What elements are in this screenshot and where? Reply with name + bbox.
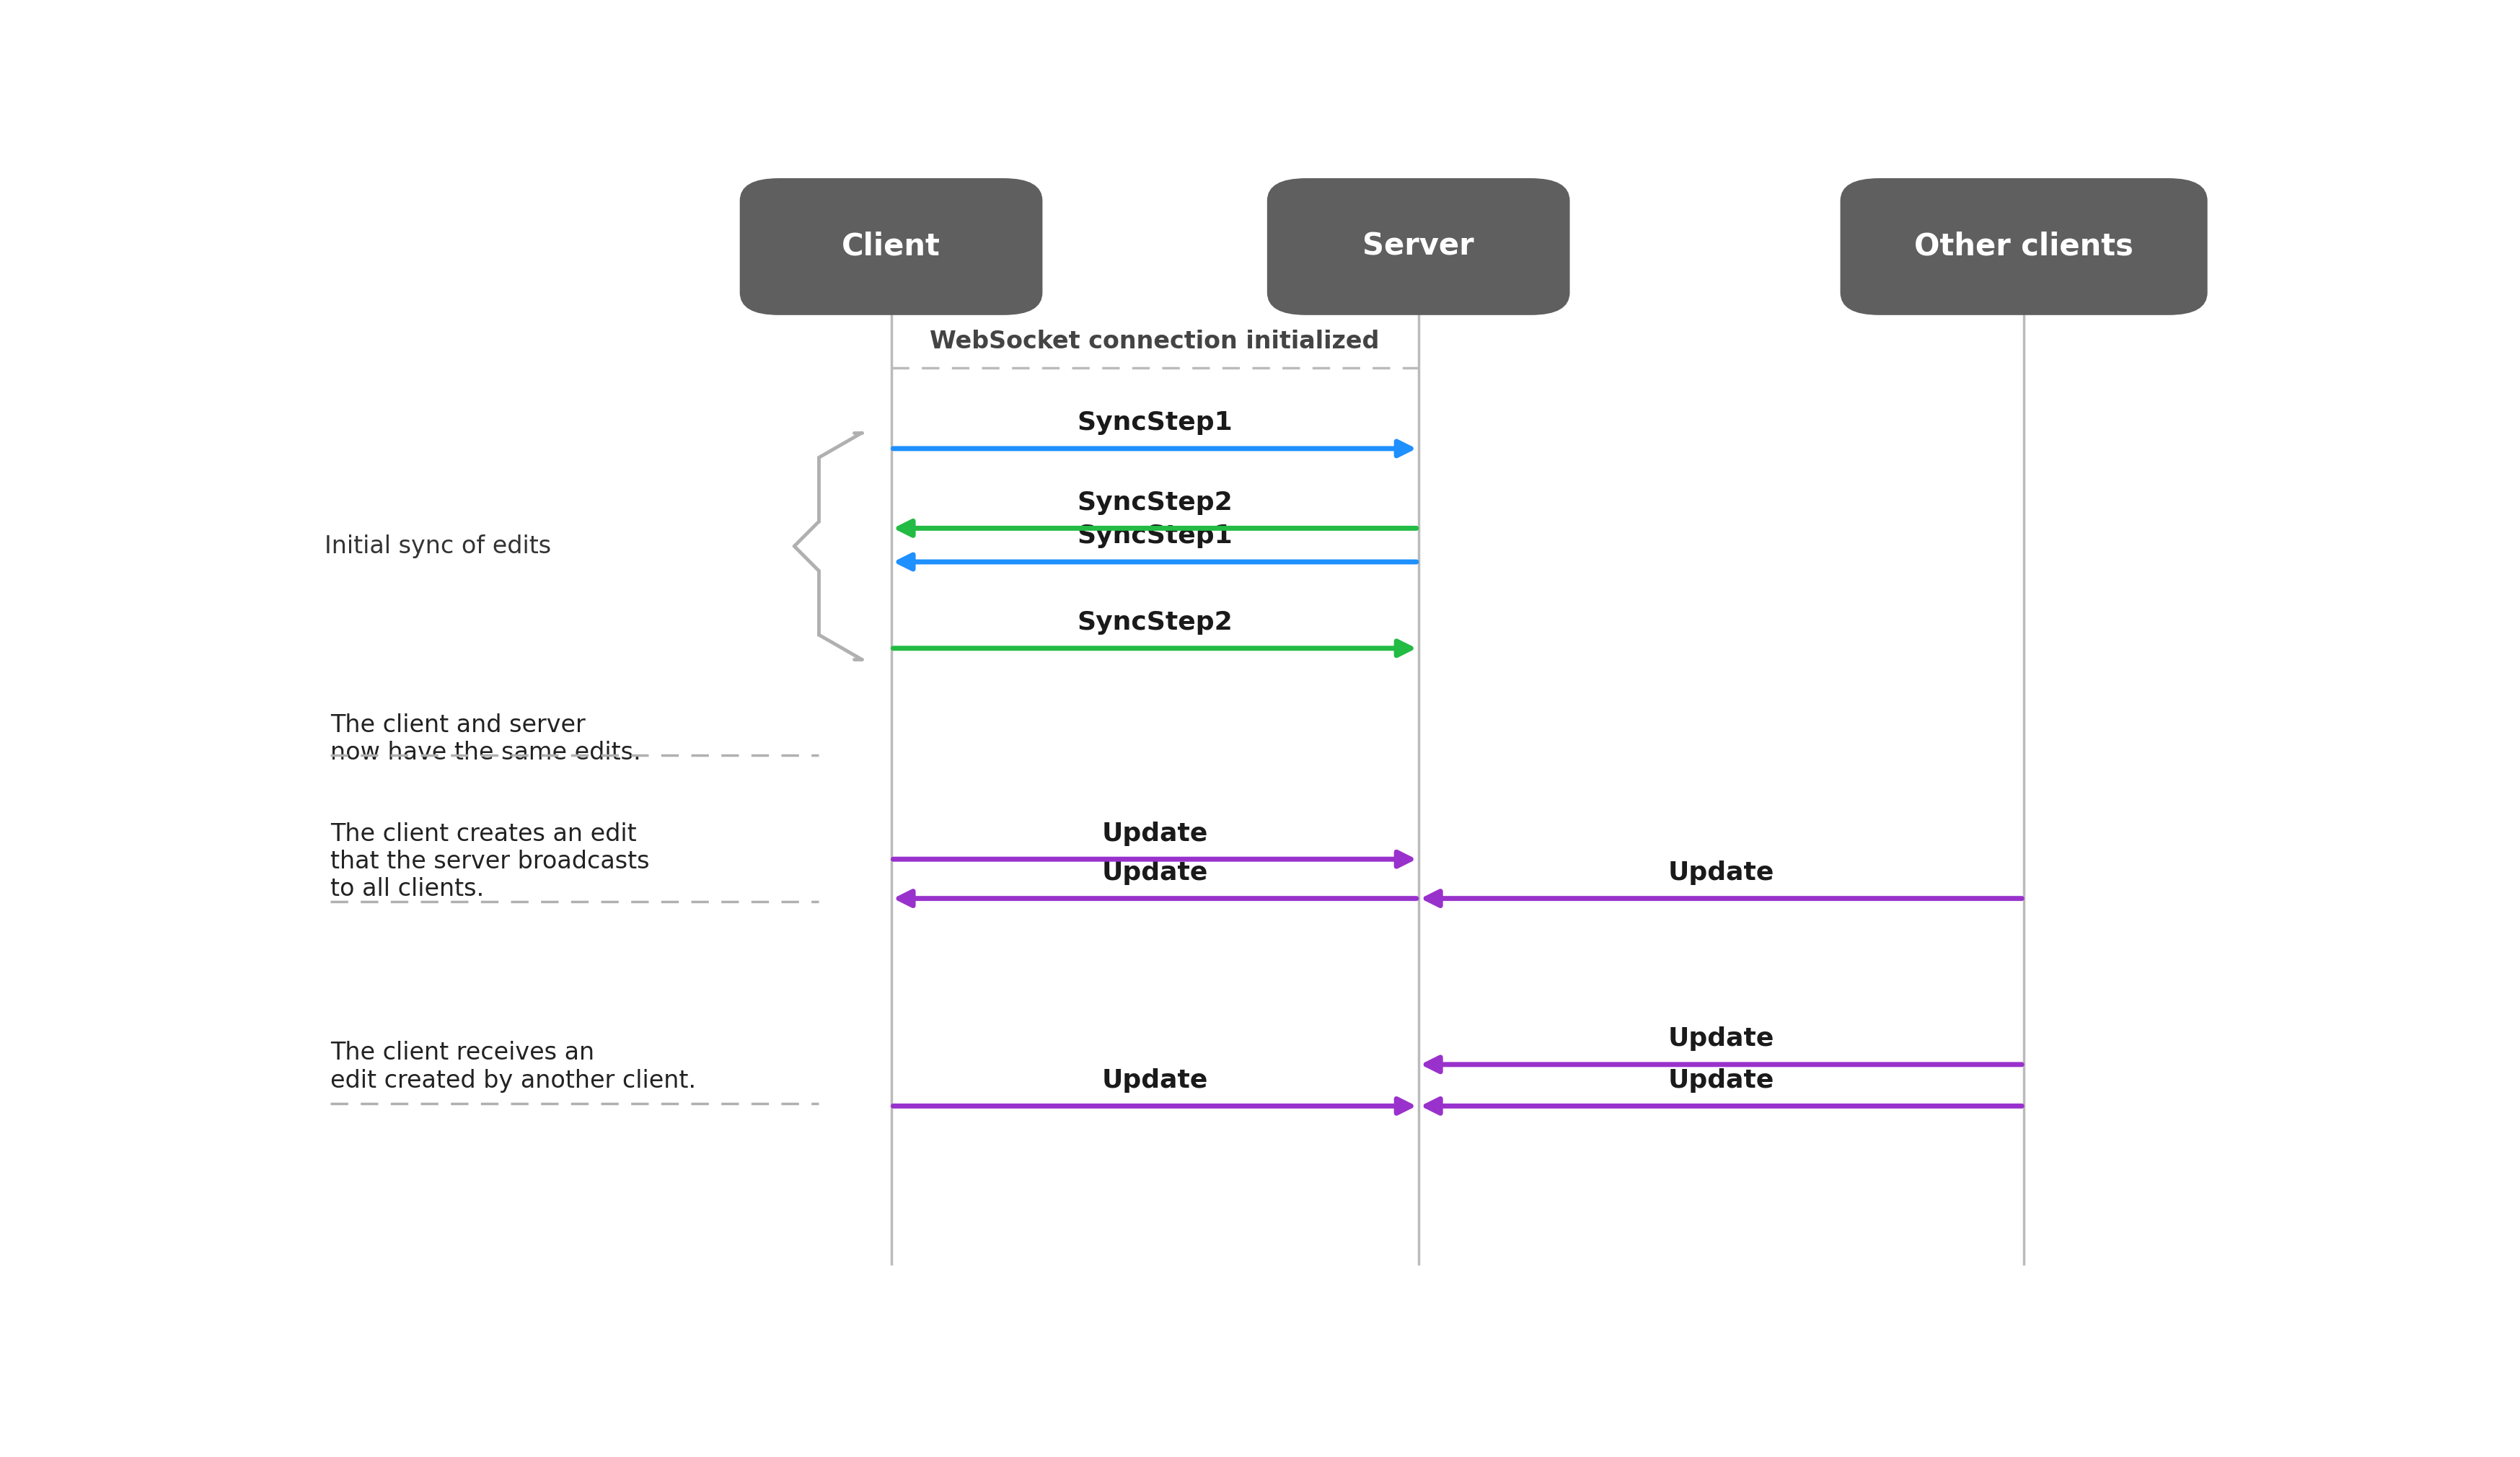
- Text: Other clients: Other clients: [1915, 232, 2134, 262]
- Text: SyncStep1: SyncStep1: [1076, 411, 1232, 436]
- Text: Initial sync of edits: Initial sync of edits: [325, 535, 552, 558]
- Text: Update: Update: [1668, 1027, 1774, 1050]
- Text: SyncStep1: SyncStep1: [1076, 525, 1232, 548]
- Text: Update: Update: [1101, 822, 1207, 845]
- Text: Update: Update: [1101, 861, 1207, 884]
- FancyBboxPatch shape: [1268, 178, 1570, 315]
- Text: The client receives an
edit created by another client.: The client receives an edit created by a…: [330, 1042, 696, 1093]
- Text: Client: Client: [842, 232, 940, 262]
- Text: Update: Update: [1668, 861, 1774, 884]
- Text: Update: Update: [1101, 1068, 1207, 1093]
- Text: WebSocket connection initialized: WebSocket connection initialized: [930, 329, 1378, 353]
- Text: SyncStep2: SyncStep2: [1076, 490, 1232, 514]
- Text: SyncStep2: SyncStep2: [1076, 610, 1232, 635]
- FancyBboxPatch shape: [741, 178, 1043, 315]
- Text: Server: Server: [1363, 232, 1474, 262]
- Text: The client creates an edit
that the server broadcasts
to all clients.: The client creates an edit that the serv…: [330, 822, 650, 900]
- Text: The client and server
now have the same edits.: The client and server now have the same …: [330, 714, 640, 765]
- Text: Update: Update: [1668, 1068, 1774, 1093]
- FancyBboxPatch shape: [1840, 178, 2208, 315]
